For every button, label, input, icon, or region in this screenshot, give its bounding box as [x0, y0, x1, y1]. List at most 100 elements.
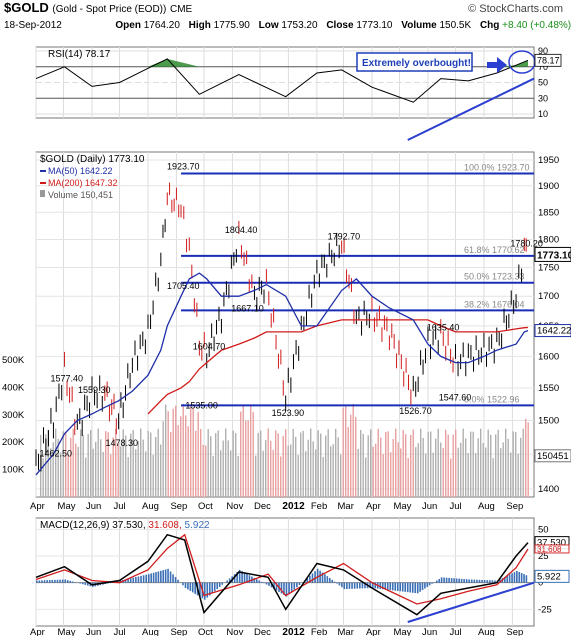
price-annotation: 1705.40: [167, 281, 200, 291]
rsi-value-tag: [534, 53, 562, 67]
macd-histogram-bar: [38, 580, 41, 583]
exchange: CME: [169, 4, 193, 15]
volume-bar: [420, 428, 422, 497]
x-axis-label: Aug: [142, 627, 159, 636]
quote-bar: 18-Sep-2012 Open 1764.20 High 1775.90 Lo…: [4, 20, 571, 31]
volume-bar: [517, 453, 519, 497]
macd-histogram-bar: [290, 582, 293, 592]
volume-bars: [40, 403, 529, 497]
volume-bar: [240, 411, 242, 497]
volume-bar: [182, 403, 184, 497]
macd-histogram-bar: [191, 582, 194, 593]
volume-bar: [125, 435, 127, 497]
volume-bar: [325, 435, 327, 497]
volume-bar: [477, 438, 479, 497]
macd-histogram-bar: [351, 582, 353, 589]
x-axis-label: May: [393, 501, 411, 512]
volume-bar: [257, 432, 259, 497]
volume-bar: [495, 434, 497, 497]
macd-histogram-bar: [54, 579, 56, 583]
volume-bar: [185, 415, 187, 497]
volume-bar: [340, 454, 342, 497]
volume-bar: [187, 426, 189, 497]
volume-bar: [190, 406, 192, 497]
macd-histogram-bar: [283, 582, 285, 596]
volume-bar: [417, 443, 419, 497]
volume-bar: [512, 431, 514, 497]
x-axis-label: Apr: [30, 627, 45, 636]
volume-bar: [72, 428, 74, 497]
volume-bar: [117, 443, 119, 497]
volume-bar: [407, 457, 409, 497]
macd-hist-tag: [534, 569, 570, 583]
volume-bar: [357, 448, 359, 497]
volume-bar: [155, 436, 157, 497]
macd-histogram-bar: [374, 582, 377, 589]
volume-bar: [105, 431, 107, 497]
volume-bar: [302, 430, 304, 497]
volume-bar: [397, 442, 399, 497]
x-axis-label: Jul: [449, 627, 461, 636]
macd-histogram-bar: [481, 579, 483, 583]
macd-histogram-bar: [458, 578, 460, 583]
macd-histogram-bar: [396, 582, 399, 591]
volume-bar: [127, 457, 129, 497]
x-axis-label: May: [58, 627, 76, 636]
macd-histogram-bar: [379, 582, 382, 589]
volume-bar: [510, 452, 512, 497]
volume-bar: [482, 442, 484, 497]
macd-histogram-bar: [184, 582, 187, 588]
volume-bar: [460, 442, 462, 497]
macd-histogram-bar: [298, 582, 301, 585]
macd-tick-label: 25: [538, 551, 549, 562]
volume-bar: [165, 404, 167, 497]
macd-histogram-bar: [353, 582, 356, 589]
volume-bar: [487, 429, 489, 497]
volume-tick-label: 100K: [2, 465, 25, 476]
volume-bar: [110, 454, 112, 497]
volume-bar: [370, 429, 372, 497]
macd-histogram-bar: [399, 582, 402, 592]
macd-histogram-bar: [228, 578, 231, 583]
volume-bar: [295, 436, 297, 497]
macd-histogram-bar: [314, 571, 316, 583]
macd-histogram-bar: [211, 582, 214, 594]
macd-histogram-bar: [46, 580, 48, 583]
macd-histogram-bar: [241, 571, 243, 583]
volume-bar: [67, 453, 69, 497]
macd-histogram-bar: [364, 582, 366, 589]
macd-histogram-bar: [328, 578, 331, 583]
volume-bar: [467, 453, 469, 497]
macd-histogram-bar: [36, 580, 38, 583]
quote-open: 1764.20: [143, 20, 180, 31]
volume-bar: [50, 448, 52, 497]
x-axis-label: Oct: [198, 627, 213, 636]
macd-histogram-bar: [483, 580, 486, 583]
volume-bar: [380, 437, 382, 497]
volume-bar: [475, 453, 477, 497]
x-axis-label: Dec: [254, 501, 271, 512]
x-axis-label: Mar: [338, 501, 354, 512]
macd-histogram-bar: [246, 573, 248, 583]
x-axis-label: Nov: [226, 501, 243, 512]
macd-histogram-bar: [162, 570, 165, 583]
volume-bar: [430, 431, 432, 497]
price-tick-label: 1950: [538, 155, 559, 166]
macd-histogram-bar: [336, 582, 338, 584]
volume-bar: [347, 427, 349, 497]
macd-histogram-bar: [424, 582, 426, 589]
macd-legend-part: 31.608,: [148, 520, 184, 531]
volume-bar: [230, 450, 232, 497]
volume-bar: [395, 428, 397, 497]
macd-histogram-bar: [142, 575, 145, 583]
symbol: $GOLD: [4, 0, 49, 15]
volume-bar: [270, 440, 272, 497]
macd-tick-label: 50: [538, 524, 549, 535]
volume-bar: [207, 429, 209, 497]
macd-histogram-bar: [499, 579, 501, 583]
macd-histogram-bar: [448, 577, 450, 583]
volume-bar: [525, 418, 527, 497]
macd-legend: MACD(12,26,9) 37.530, 31.608, 5.922: [40, 520, 210, 531]
macd-histogram-bar: [145, 574, 147, 583]
